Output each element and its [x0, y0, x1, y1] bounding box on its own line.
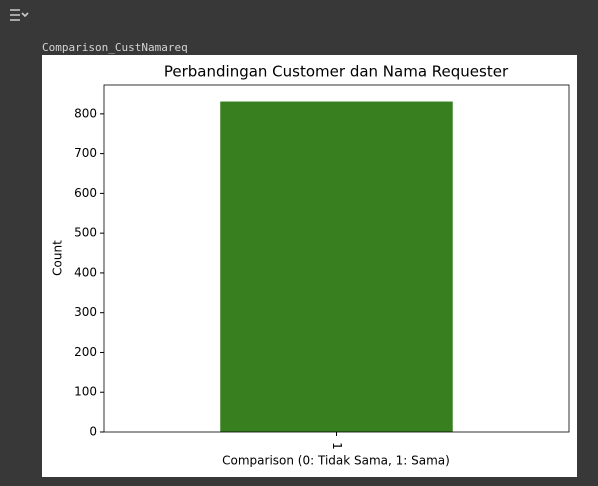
- y-axis-label: Count: [51, 240, 65, 276]
- x-tick-label: 1: [330, 442, 344, 450]
- y-tick-label: 500: [74, 226, 97, 240]
- y-tick-label: 0: [89, 425, 97, 439]
- y-tick-label: 300: [74, 305, 97, 319]
- output-line: 1 831: [42, 89, 95, 102]
- chart-title: Perbandingan Customer dan Nama Requester: [164, 63, 509, 81]
- output-line: Name: count, dtype: int64: [42, 137, 208, 150]
- output-icon[interactable]: [6, 4, 30, 28]
- y-tick-label: 400: [74, 265, 97, 279]
- y-tick-label: 600: [74, 186, 97, 200]
- y-tick-label: 200: [74, 345, 97, 359]
- bar: [220, 101, 453, 433]
- y-tick-label: 100: [74, 385, 97, 399]
- x-axis-label: Comparison (0: Tidak Sama, 1: Sama): [222, 454, 450, 468]
- text-output: Comparison_CustNamareq 1 831 Name: count…: [42, 8, 208, 168]
- output-line: Comparison_CustNamareq: [42, 41, 188, 54]
